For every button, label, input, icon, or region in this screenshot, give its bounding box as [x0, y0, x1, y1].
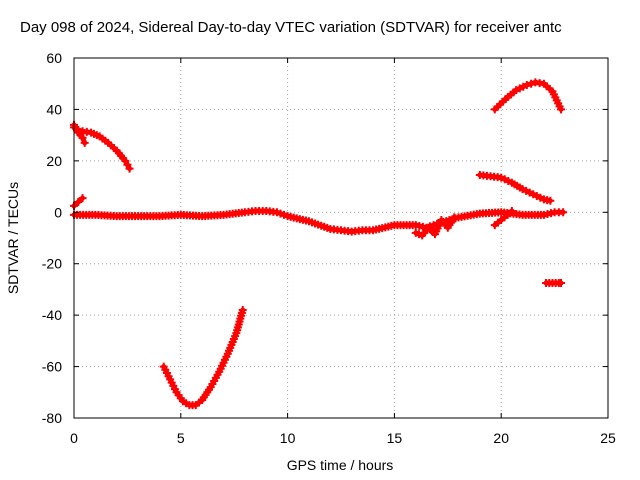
plot-frame — [73, 57, 609, 419]
y-tick-label: 20 — [46, 153, 62, 169]
x-tick-label: 25 — [600, 430, 616, 446]
grid — [74, 58, 608, 418]
data-point — [78, 133, 87, 142]
x-axis-label: GPS time / hours — [287, 457, 394, 473]
y-tick-label: 0 — [54, 204, 62, 220]
x-tick-label: 20 — [493, 430, 509, 446]
data-marker — [527, 79, 536, 88]
data-point — [522, 81, 531, 89]
series-layer — [70, 78, 568, 410]
data-point — [450, 213, 459, 222]
data-point — [78, 194, 87, 203]
data-point — [557, 105, 566, 114]
series-late-arc — [490, 78, 566, 114]
series-v-dip — [159, 306, 247, 410]
data-point — [74, 198, 83, 206]
data-point — [503, 210, 512, 219]
data-point — [238, 306, 247, 314]
y-tick-label: -40 — [42, 307, 62, 323]
data-point — [559, 208, 568, 217]
ticks: 0 5 10 15 20 25 -80 -60 -40 -20 0 20 40 60 — [42, 50, 616, 446]
data-point — [80, 138, 89, 147]
y-tick-label: -20 — [42, 256, 62, 272]
y-tick-label: 40 — [46, 101, 62, 117]
data-point — [125, 164, 134, 173]
series-main-band — [70, 207, 568, 236]
y-tick-label: -60 — [42, 359, 62, 375]
series-late-descent — [475, 171, 555, 205]
series-start-spike-up — [70, 194, 87, 210]
x-tick-label: 15 — [387, 430, 403, 446]
x-tick-label: 0 — [70, 430, 78, 446]
x-tick-label: 10 — [280, 430, 296, 446]
y-tick-label: -80 — [42, 410, 62, 426]
series-late-segment — [542, 279, 566, 287]
data-point — [507, 207, 516, 215]
y-tick-label: 60 — [46, 50, 62, 66]
series-late-rise — [490, 207, 516, 230]
chart-title: Day 098 of 2024, Sidereal Day-to-day VTE… — [20, 19, 562, 36]
x-tick-label: 5 — [177, 430, 185, 446]
data-point — [557, 279, 566, 287]
y-axis-label: SDTVAR / TECUs — [5, 182, 21, 294]
series-late-noise — [411, 213, 459, 240]
series-start-spike-down — [70, 120, 89, 147]
data-point — [546, 196, 555, 205]
